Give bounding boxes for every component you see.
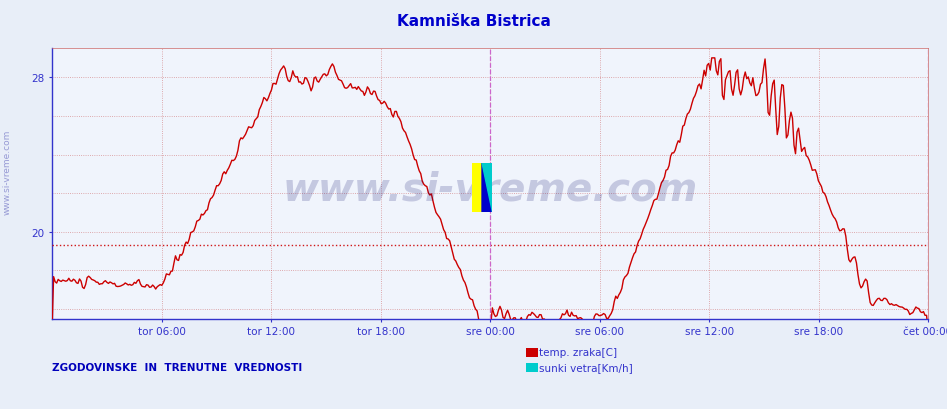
Polygon shape bbox=[482, 164, 492, 213]
Polygon shape bbox=[472, 164, 482, 213]
Polygon shape bbox=[482, 164, 492, 213]
Text: sunki vetra[Km/h]: sunki vetra[Km/h] bbox=[539, 363, 633, 373]
Text: ZGODOVINSKE  IN  TRENUTNE  VREDNOSTI: ZGODOVINSKE IN TRENUTNE VREDNOSTI bbox=[52, 362, 302, 372]
Text: Kamniška Bistrica: Kamniška Bistrica bbox=[397, 14, 550, 29]
Text: www.si-vreme.com: www.si-vreme.com bbox=[282, 171, 698, 209]
Text: www.si-vreme.com: www.si-vreme.com bbox=[3, 129, 12, 214]
Text: temp. zraka[C]: temp. zraka[C] bbox=[539, 348, 617, 357]
